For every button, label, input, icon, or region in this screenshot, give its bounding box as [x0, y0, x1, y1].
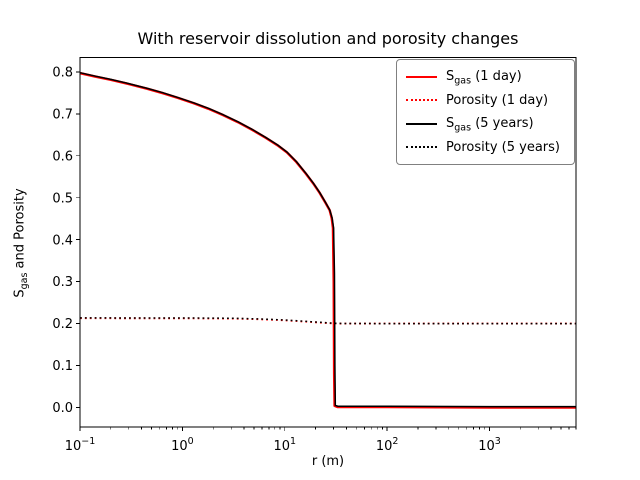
y-tick-label: 0.8 — [52, 65, 73, 80]
y-tick-label: 0.7 — [52, 107, 73, 122]
legend-item-sgas-5years: Sgas (5 years) — [406, 112, 566, 136]
legend-label: Sgas (1 day) — [446, 69, 522, 87]
series-line-sgas-5years — [79, 71, 576, 408]
legend-label-pre: S — [446, 116, 455, 132]
x-axis-label: r (m) — [311, 454, 345, 469]
axes-frame — [79, 57, 577, 428]
series-line-porosity-1day — [79, 317, 576, 325]
y-tick-label: 0.5 — [52, 191, 73, 206]
y-tick-label: 0.0 — [52, 401, 73, 416]
legend-label-sub: gas — [454, 122, 472, 134]
legend-line-sample-black-dotted — [406, 146, 437, 149]
legend-item-porosity-5years: Porosity (5 years) — [406, 136, 566, 160]
legend-label-pre: S — [446, 69, 455, 85]
y-tick-label: 0.1 — [52, 359, 73, 374]
x-tick-label: 10−1 — [65, 436, 96, 454]
legend-line-sample-red-solid — [406, 75, 437, 78]
legend-label-pre: Porosity (1 day) — [446, 92, 549, 108]
x-tick-label: 101 — [273, 436, 296, 454]
x-tick-label: 102 — [376, 436, 399, 454]
y-tick-label: 0.4 — [52, 233, 73, 248]
legend-label-pre: Porosity (5 years) — [446, 139, 560, 155]
y-tick-label: 0.3 — [52, 275, 73, 290]
x-tick-label: 100 — [171, 436, 194, 454]
legend-label-post: (1 day) — [471, 69, 522, 85]
legend-label: Porosity (5 years) — [446, 140, 560, 155]
x-tick-label: 103 — [478, 436, 501, 454]
legend: Sgas (1 day) Porosity (1 day) Sgas (5 ye… — [396, 59, 575, 165]
legend-label-sub: gas — [454, 75, 472, 87]
y-tick-label: 0.6 — [52, 149, 73, 164]
legend-line-sample-black-solid — [406, 122, 437, 125]
series-line-porosity-5years — [79, 317, 576, 325]
legend-label-post: (5 years) — [471, 116, 534, 132]
legend-line-sample-red-dotted — [406, 99, 437, 102]
legend-item-sgas-1day: Sgas (1 day) — [406, 65, 566, 89]
legend-label: Porosity (1 day) — [446, 93, 548, 108]
chart-title: With reservoir dissolution and porosity … — [137, 29, 519, 48]
legend-label: Sgas (5 years) — [446, 116, 534, 134]
legend-item-porosity-1day: Porosity (1 day) — [406, 89, 566, 113]
y-tick-label: 0.2 — [52, 317, 73, 332]
